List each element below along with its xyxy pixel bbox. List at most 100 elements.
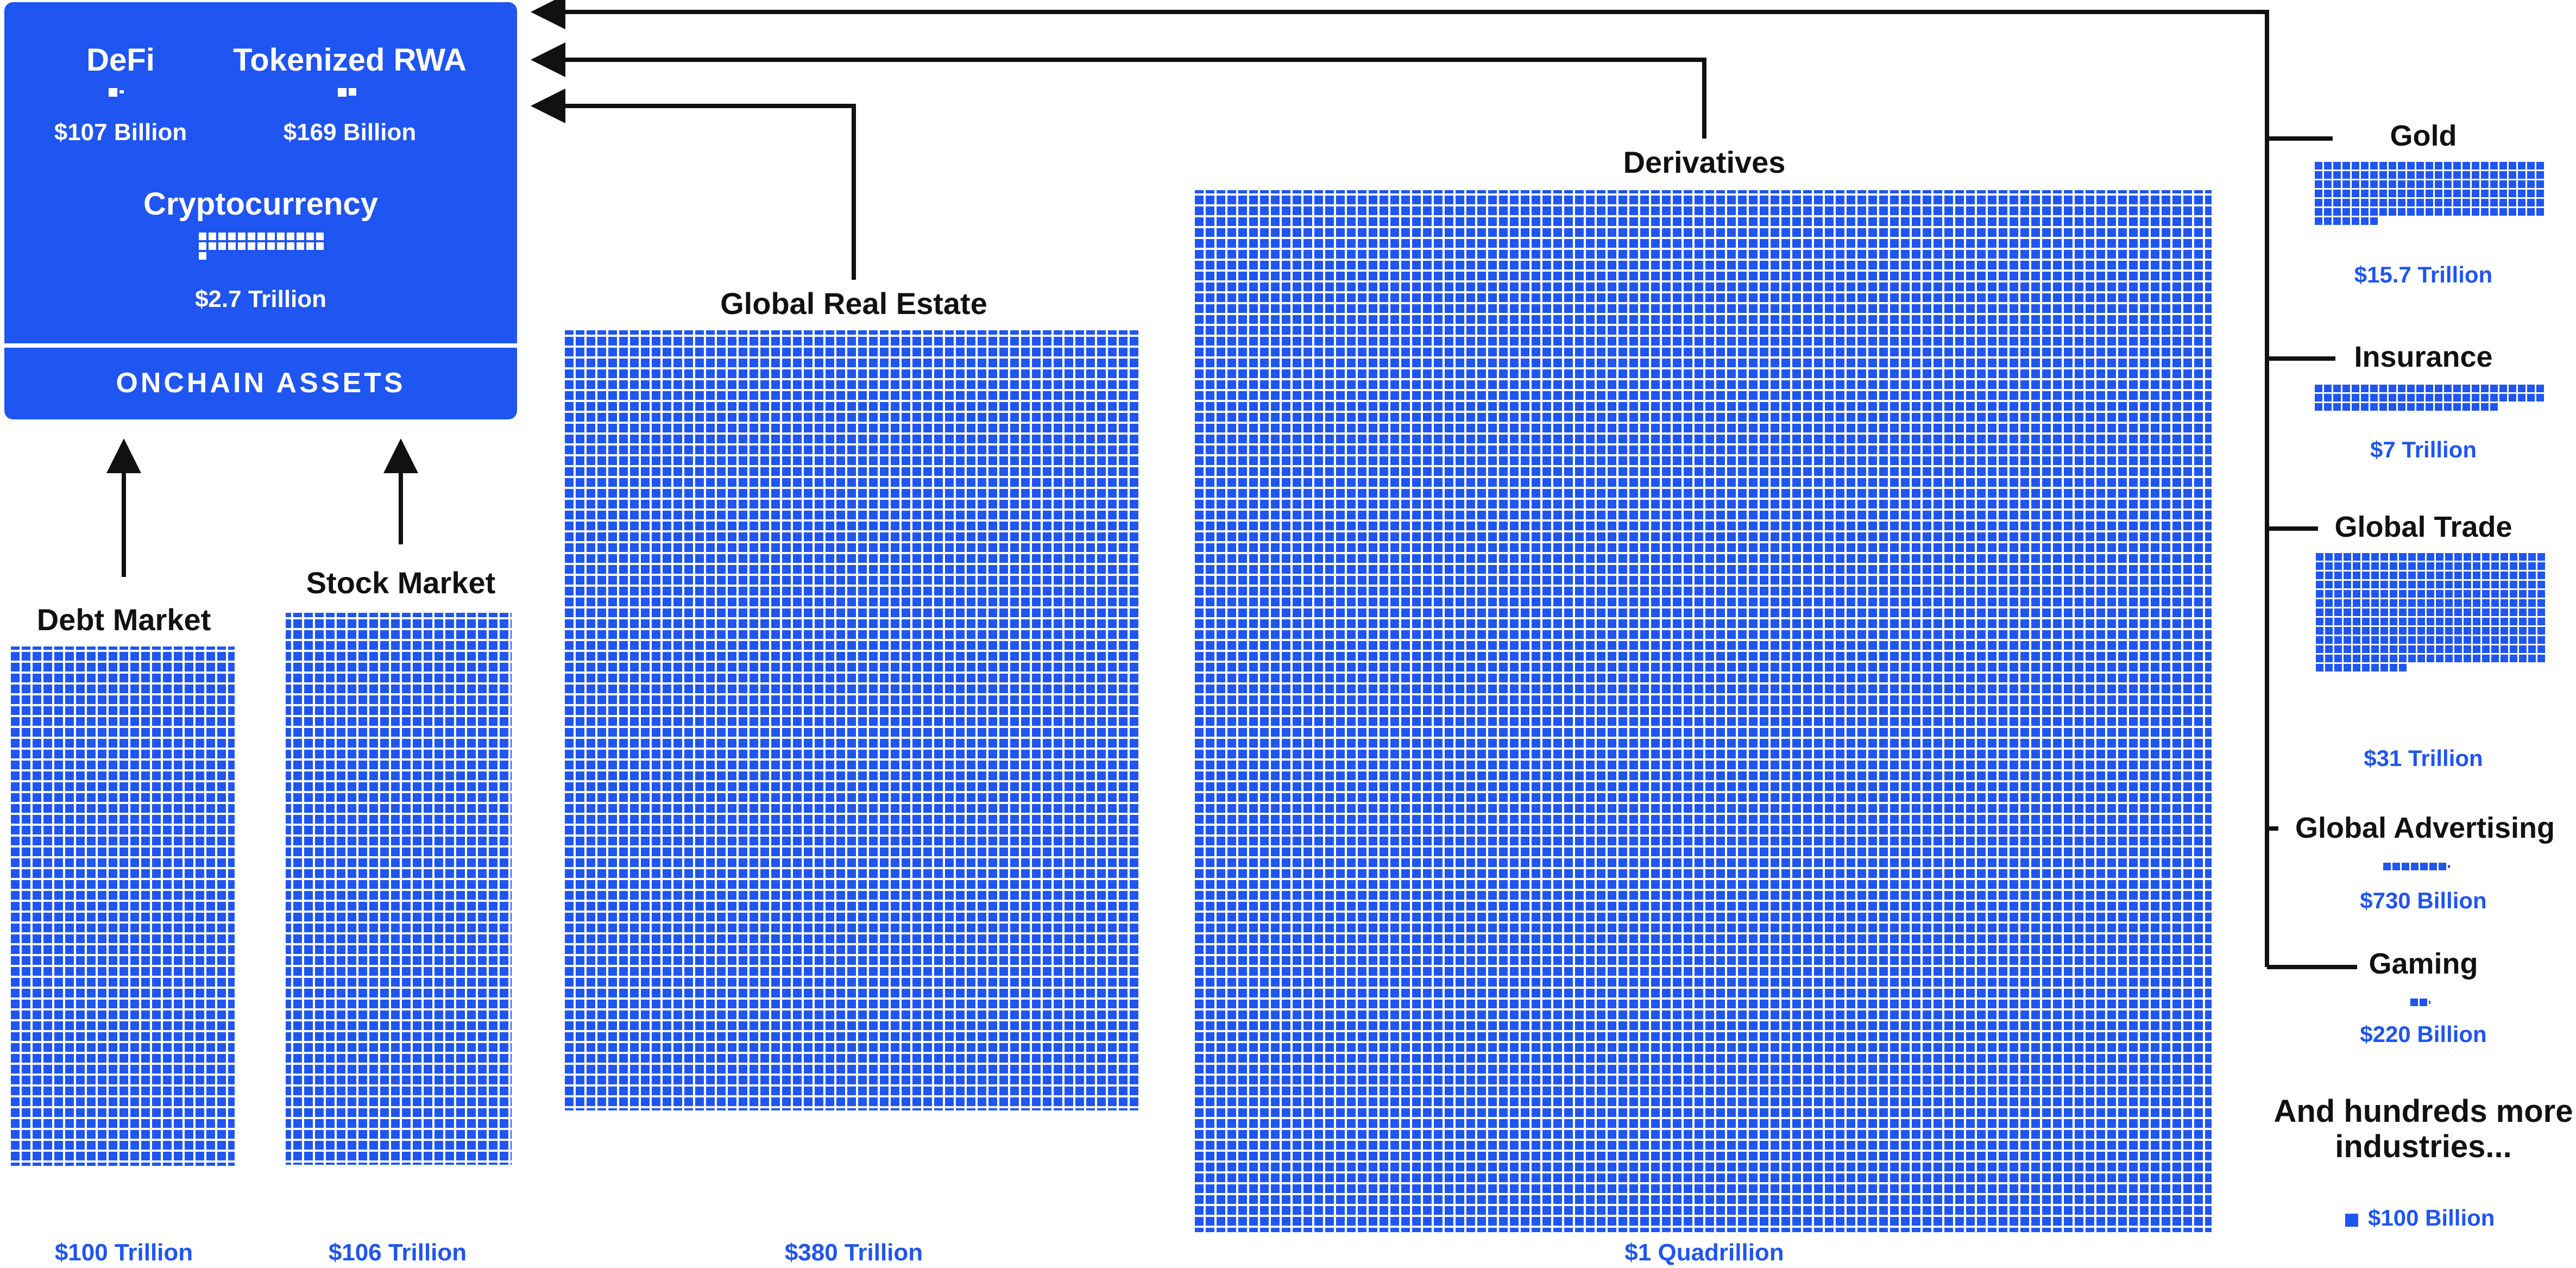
waffle-cell bbox=[2473, 572, 2480, 579]
waffle-cell bbox=[2353, 618, 2360, 625]
waffle-cell bbox=[2482, 562, 2490, 570]
legend-label: $100 Billion bbox=[2368, 1205, 2495, 1231]
waffle-cell bbox=[2408, 645, 2416, 653]
waffle-cell bbox=[2427, 627, 2434, 635]
waffle-cell bbox=[2454, 636, 2462, 644]
waffle-cell bbox=[2390, 581, 2397, 588]
waffle-cell bbox=[297, 233, 304, 240]
waffle-cell bbox=[2464, 608, 2471, 616]
waffle-cell bbox=[2491, 562, 2499, 570]
waffle-cell bbox=[2510, 562, 2517, 570]
waffle-cell bbox=[2454, 655, 2462, 662]
waffle-cell bbox=[2436, 562, 2443, 570]
waffle-cell bbox=[2536, 180, 2544, 188]
waffle-cell bbox=[2399, 608, 2407, 616]
waffle-cell bbox=[2417, 562, 2425, 570]
waffle-cell bbox=[2333, 180, 2341, 188]
footnote-line-2: industries... bbox=[2335, 1129, 2512, 1164]
waffle-cell bbox=[2501, 572, 2508, 579]
waffle-cell bbox=[2473, 618, 2480, 625]
waffle-cell bbox=[2362, 599, 2370, 607]
waffle-cell bbox=[2380, 553, 2388, 561]
waffle-cell bbox=[2453, 199, 2461, 206]
waffle-cell bbox=[2325, 655, 2333, 662]
waffle-cell bbox=[2390, 627, 2397, 635]
waffle-cell bbox=[2482, 645, 2490, 653]
waffle-cell bbox=[2389, 199, 2396, 206]
waffle-cell bbox=[2491, 636, 2499, 644]
waffle-cell bbox=[2371, 572, 2379, 579]
waffle-cell bbox=[2398, 180, 2405, 188]
waffle-cell bbox=[2316, 581, 2323, 588]
waffle-cell bbox=[2315, 190, 2322, 197]
waffle-cell bbox=[2462, 162, 2470, 170]
waffle-cell bbox=[2334, 627, 2342, 635]
waffle-cell bbox=[316, 233, 324, 240]
waffle-cell bbox=[2527, 162, 2535, 170]
waffle-cell bbox=[2491, 655, 2499, 662]
waffle-cell bbox=[2518, 208, 2525, 216]
waffle-cell bbox=[2491, 599, 2499, 607]
insurance-label: Insurance bbox=[2354, 341, 2492, 373]
waffle-cell bbox=[2473, 562, 2480, 570]
waffle-cell bbox=[2509, 208, 2516, 216]
waffle-cell bbox=[2389, 180, 2396, 188]
waffle-cell bbox=[2528, 553, 2536, 561]
waffle-cell bbox=[2416, 180, 2424, 188]
waffle-cell bbox=[2416, 394, 2424, 401]
waffle-cell bbox=[2490, 403, 2498, 411]
waffle-cell bbox=[2324, 385, 2332, 392]
waffle-cell bbox=[2537, 590, 2545, 598]
waffle-cell bbox=[2316, 599, 2323, 607]
waffle-cell bbox=[2398, 208, 2405, 216]
waffle-cell bbox=[2353, 636, 2360, 644]
waffle-cell bbox=[2390, 590, 2397, 598]
waffle-cell bbox=[2379, 180, 2387, 188]
waffle-cell bbox=[2408, 627, 2416, 635]
waffle-cell bbox=[2519, 553, 2527, 561]
waffle-cell bbox=[2435, 394, 2442, 401]
waffle-cell bbox=[2344, 618, 2351, 625]
waffle-cell bbox=[2315, 162, 2322, 170]
waffle-cell bbox=[2333, 162, 2341, 170]
waffle-cell bbox=[2353, 572, 2360, 579]
waffle-cell bbox=[2453, 385, 2461, 392]
waffle-cell bbox=[2501, 636, 2508, 644]
waffle-cell bbox=[2536, 199, 2544, 206]
waffle-cell bbox=[2325, 645, 2333, 653]
waffle-cell bbox=[2472, 180, 2479, 188]
debt-market-value: $100 Trillion bbox=[55, 1239, 193, 1266]
waffle-cell bbox=[2399, 618, 2407, 625]
waffle-cell bbox=[2464, 553, 2471, 561]
waffle-cell bbox=[2316, 562, 2323, 570]
waffle-cell bbox=[2519, 562, 2527, 570]
waffle-cell bbox=[2445, 581, 2453, 588]
waffle-cell bbox=[2435, 190, 2442, 197]
waffle-cell bbox=[248, 233, 255, 240]
waffle-cell bbox=[2519, 618, 2527, 625]
waffle-cell bbox=[2528, 572, 2536, 579]
waffle-cell bbox=[2444, 403, 2452, 411]
waffle-cell bbox=[2481, 208, 2489, 216]
waffle-cell bbox=[2361, 162, 2369, 170]
waffle-cell bbox=[2352, 180, 2359, 188]
waffle-cell bbox=[2473, 655, 2480, 662]
waffle-cell bbox=[2464, 627, 2471, 635]
waffle-cell bbox=[2462, 403, 2470, 411]
waffle-cell bbox=[2427, 581, 2434, 588]
waffle-cell bbox=[2334, 636, 2342, 644]
waffle-cell bbox=[2389, 190, 2396, 197]
waffle-cell bbox=[2316, 608, 2323, 616]
global-real-estate-label: Global Real Estate bbox=[720, 286, 987, 321]
global-advertising-label: Global Advertising bbox=[2295, 812, 2555, 844]
waffle-cell bbox=[2362, 608, 2370, 616]
waffle-cell bbox=[2408, 618, 2416, 625]
waffle-cell bbox=[2324, 403, 2332, 411]
waffle-cell bbox=[2454, 608, 2462, 616]
waffle-cell bbox=[2315, 385, 2322, 392]
waffle-cell bbox=[2408, 655, 2416, 662]
waffle-cell bbox=[2454, 572, 2462, 579]
waffle-cell bbox=[2481, 394, 2489, 401]
cryptocurrency-cells bbox=[199, 233, 324, 260]
waffle-cell bbox=[2491, 618, 2499, 625]
